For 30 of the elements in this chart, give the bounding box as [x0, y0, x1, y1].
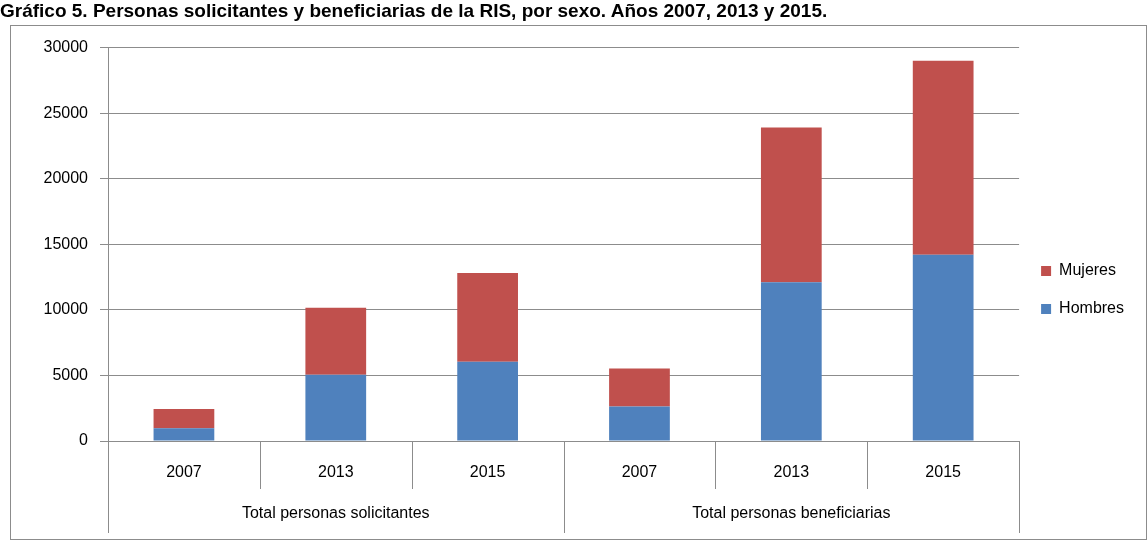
bar [153, 409, 215, 429]
legend-label: Mujeres [1059, 261, 1116, 279]
bar [457, 272, 518, 362]
text: Total personas solicitantes [241, 504, 430, 522]
bar [912, 254, 974, 441]
chart-title: Gráfico 5. Personas solicitantes y beneficiarias de la RIS, por sexo. Años 2007, 2013 y 2015. [0, 0, 828, 23]
bar [760, 127, 822, 283]
bar [457, 361, 518, 441]
bar [153, 428, 215, 441]
x-tick-label: 2013 [317, 463, 354, 481]
x-tick-label: 2007 [621, 463, 658, 481]
y-tick-label: 25000 [43, 103, 89, 121]
y-tick-label: 20000 [43, 169, 89, 187]
bar [609, 406, 670, 441]
y-tick-label: 10000 [43, 300, 89, 318]
y-tick-label: 30000 [43, 38, 89, 56]
y-tick-label: 15000 [43, 234, 89, 252]
x-tick-label: 2007 [166, 463, 202, 481]
x-tick-label: 2015 [925, 463, 962, 481]
bar [760, 282, 822, 441]
x-tick-label: 2013 [773, 463, 810, 481]
y-tick-label: 5000 [52, 365, 89, 383]
bar [912, 60, 974, 255]
x-tick-label: 2015 [469, 463, 506, 481]
bar [305, 374, 367, 441]
bar [609, 368, 670, 407]
legend-label: Hombres [1059, 299, 1124, 317]
bar [305, 307, 367, 375]
text: Total personas beneficiarias [692, 504, 891, 522]
y-tick-label: 0 [79, 431, 89, 449]
